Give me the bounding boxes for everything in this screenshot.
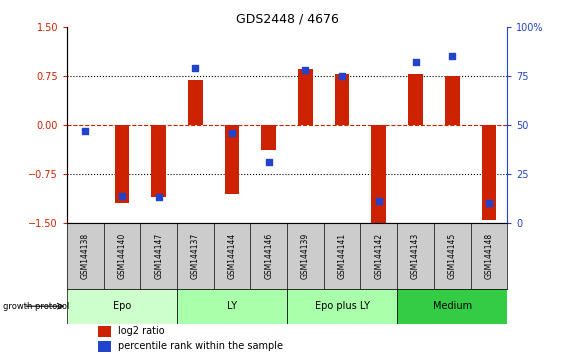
Text: GSM144138: GSM144138: [81, 233, 90, 279]
Point: [338, 73, 347, 79]
Text: GSM144139: GSM144139: [301, 233, 310, 279]
Bar: [188, 80, 203, 125]
Bar: [98, 341, 111, 352]
Point: [301, 67, 310, 73]
Point: [80, 128, 90, 133]
Bar: [397, 289, 507, 324]
Bar: [482, 125, 496, 220]
Point: [374, 199, 384, 204]
Text: GSM144142: GSM144142: [374, 233, 384, 279]
Bar: [445, 76, 459, 125]
Bar: [408, 74, 423, 125]
Bar: [98, 326, 111, 337]
Point: [448, 53, 457, 59]
Text: percentile rank within the sample: percentile rank within the sample: [118, 342, 283, 352]
Text: GSM144143: GSM144143: [411, 233, 420, 279]
Point: [484, 200, 494, 206]
Text: growth protocol: growth protocol: [3, 302, 69, 311]
Text: GSM144145: GSM144145: [448, 233, 456, 279]
Bar: [67, 289, 177, 324]
Bar: [335, 74, 349, 125]
Point: [117, 193, 127, 198]
Text: GSM144144: GSM144144: [227, 233, 237, 279]
Text: GSM144147: GSM144147: [154, 233, 163, 279]
Text: Medium: Medium: [433, 301, 472, 311]
Text: Epo plus LY: Epo plus LY: [315, 301, 370, 311]
Bar: [177, 289, 287, 324]
Text: GSM144140: GSM144140: [118, 233, 127, 279]
Title: GDS2448 / 4676: GDS2448 / 4676: [236, 12, 339, 25]
Text: GSM144146: GSM144146: [264, 233, 273, 279]
Point: [411, 59, 420, 65]
Text: GSM144141: GSM144141: [338, 233, 347, 279]
Text: Epo: Epo: [113, 301, 131, 311]
Point: [191, 65, 200, 71]
Text: GSM144137: GSM144137: [191, 233, 200, 279]
Point: [227, 130, 237, 136]
Bar: [115, 125, 129, 203]
Point: [154, 195, 163, 200]
Bar: [287, 289, 397, 324]
Text: GSM144148: GSM144148: [484, 233, 493, 279]
Point: [264, 159, 273, 165]
Bar: [261, 125, 276, 150]
Text: log2 ratio: log2 ratio: [118, 326, 164, 336]
Bar: [152, 125, 166, 197]
Bar: [371, 125, 386, 226]
Bar: [225, 125, 240, 194]
Text: LY: LY: [227, 301, 237, 311]
Bar: [298, 69, 313, 125]
